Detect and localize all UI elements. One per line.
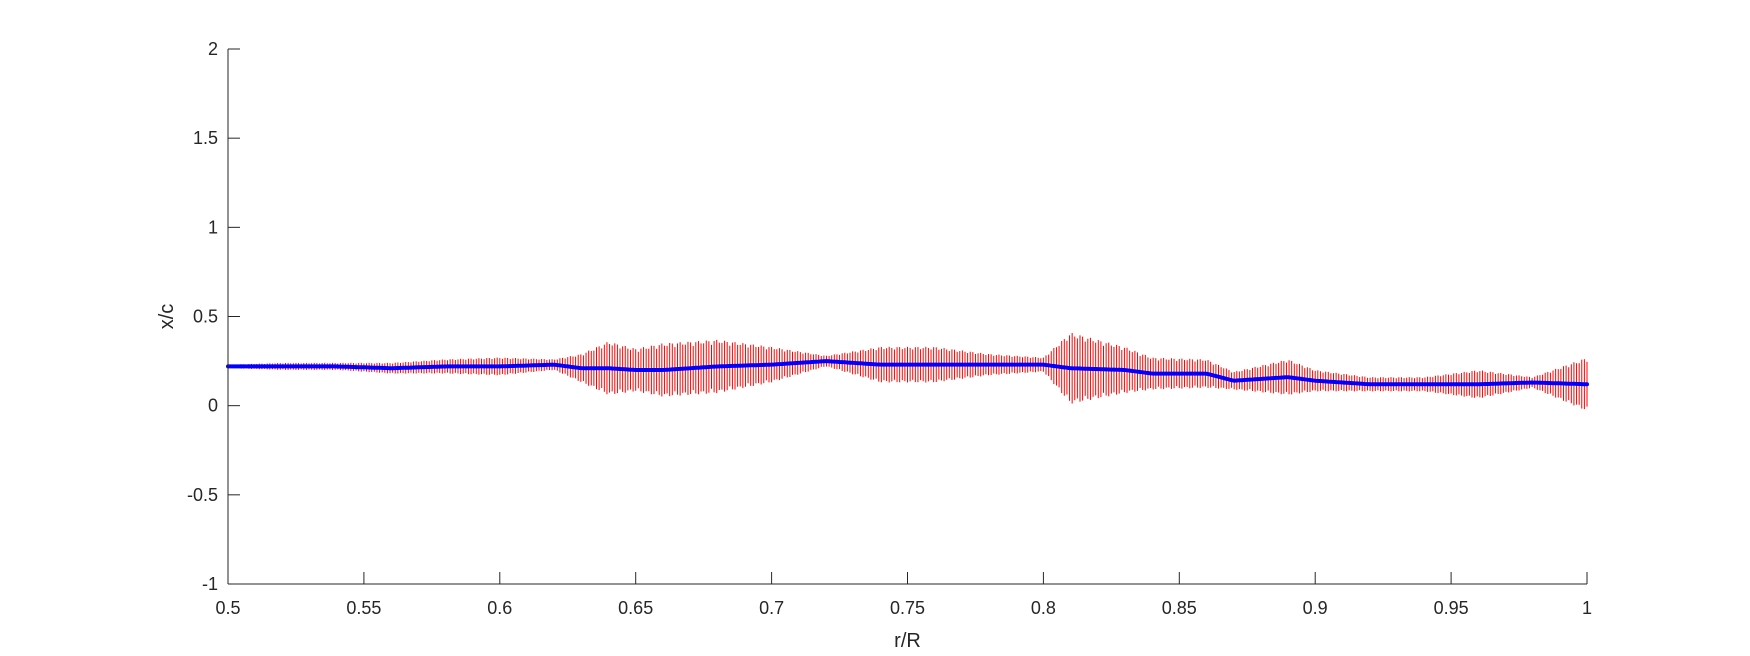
y-tick-label: 1: [208, 217, 218, 237]
x-tick-label: 0.65: [618, 598, 653, 618]
y-axis-title: x/c: [156, 304, 178, 330]
x-tick-label: 0.75: [890, 598, 925, 618]
x-tick-label: 0.8: [1031, 598, 1056, 618]
y-tick-label: -0.5: [187, 485, 218, 505]
x-tick-label: 0.55: [346, 598, 381, 618]
y-tick-label: -1: [202, 574, 218, 594]
x-tick-label: 0.85: [1162, 598, 1197, 618]
y-tick-label: 0.5: [193, 307, 218, 327]
x-tick-label: 0.7: [759, 598, 784, 618]
x-axis-title: r/R: [894, 630, 921, 652]
x-tick-label: 0.95: [1434, 598, 1469, 618]
mean-series-line: [226, 359, 1589, 387]
x-tick-label: 0.5: [215, 598, 240, 618]
y-tick-label: 1.5: [193, 128, 218, 148]
x-tick-group: 0.5 0.55 0.6 0.65 0.7 0.75 0.8 0.85 0.9 0.95 1: [215, 572, 1592, 618]
x-tick-label: 1: [1582, 598, 1592, 618]
x-tick-label: 0.6: [487, 598, 512, 618]
y-tick-label: 0: [208, 396, 218, 416]
y-tick-label: 2: [208, 39, 218, 59]
axes: [227, 49, 1587, 585]
y-tick-group: -1 -0.5 0 0.5 1 1.5 2: [187, 39, 240, 594]
x-tick-label: 0.9: [1303, 598, 1328, 618]
error-bar-group: [227, 332, 1588, 410]
